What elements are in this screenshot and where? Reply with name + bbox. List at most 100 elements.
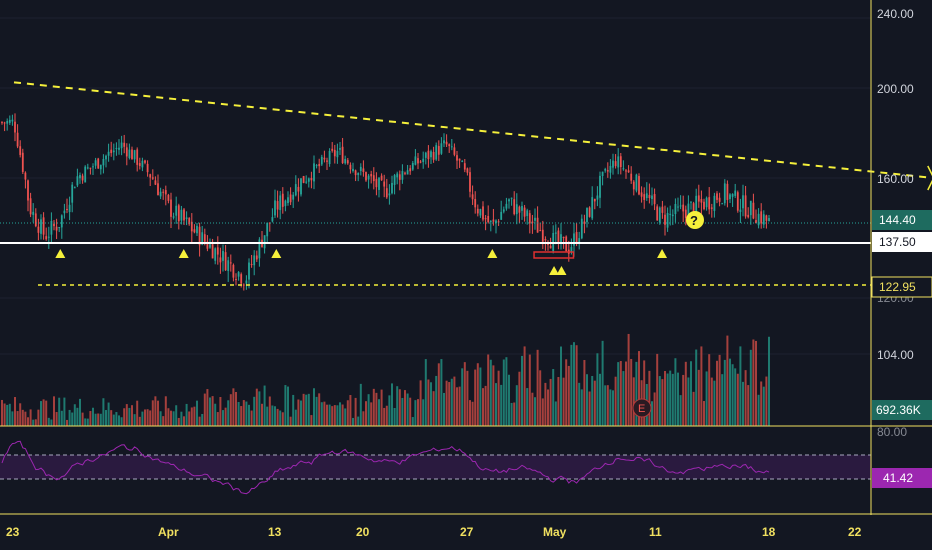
candle-body-140 xyxy=(365,172,367,181)
candle-body-53 xyxy=(138,163,141,166)
candle-body-38 xyxy=(99,164,102,170)
volume-bar-65 xyxy=(170,410,172,426)
candle-body-143 xyxy=(372,175,375,182)
candle-body-179 xyxy=(466,168,469,173)
volume-bar-94 xyxy=(245,401,248,426)
candle-body-259 xyxy=(674,203,677,215)
support-triangle-0 xyxy=(55,249,66,258)
candle-body-114 xyxy=(297,186,300,192)
volume-bar-23 xyxy=(60,410,63,426)
candle-body-274 xyxy=(713,195,716,211)
candle-body-67 xyxy=(175,205,178,216)
candle-body-23 xyxy=(60,215,63,228)
volume-bar-115 xyxy=(300,400,302,426)
volume-bar-33 xyxy=(86,418,89,426)
volume-bar-150 xyxy=(391,383,393,426)
candle-body-173 xyxy=(450,146,453,148)
volume-bar-249 xyxy=(648,370,651,426)
candle-body-98 xyxy=(255,255,258,260)
candle-body-119 xyxy=(310,178,313,181)
volume-bar-17 xyxy=(45,400,48,426)
candle-body-73 xyxy=(190,221,193,232)
candle-body-250 xyxy=(651,195,653,200)
time-axis[interactable]: 23 Apr 13 20 27 May 11 18 22 xyxy=(6,525,862,539)
question-marker[interactable]: ? xyxy=(686,211,704,229)
volume-bar-196 xyxy=(510,402,513,426)
volume-bar-21 xyxy=(55,412,58,426)
volume-bar-124 xyxy=(323,401,326,426)
volume-bar-217 xyxy=(565,359,568,426)
support-triangle-6 xyxy=(657,249,668,258)
volume-bar-232 xyxy=(604,385,607,426)
candle-body-21 xyxy=(55,226,58,231)
volume-bar-178 xyxy=(463,362,466,426)
candle-body-242 xyxy=(630,173,633,181)
candle-body-258 xyxy=(671,214,674,217)
volume-bar-16 xyxy=(42,399,45,426)
volume-bar-190 xyxy=(495,383,497,426)
volume-bar-138 xyxy=(359,383,362,426)
volume-bar-135 xyxy=(352,417,354,426)
candle-body-279 xyxy=(726,183,729,200)
volume-bar-293 xyxy=(762,386,765,426)
volume-bar-220 xyxy=(573,342,575,426)
candle-body-74 xyxy=(193,229,196,233)
candle-body-224 xyxy=(583,221,586,224)
candle-body-196 xyxy=(510,197,513,199)
volume-bar-14 xyxy=(37,409,40,426)
volume-bar-221 xyxy=(575,345,578,426)
volume-bar-76 xyxy=(198,416,201,426)
volume-bar-9 xyxy=(24,411,27,426)
volume-bar-238 xyxy=(619,361,622,426)
candle-body-16 xyxy=(42,217,45,235)
candle-body-215 xyxy=(560,234,562,243)
dashed-level-label: 122.95 xyxy=(879,280,916,294)
candle-body-264 xyxy=(687,203,690,220)
candle-body-144 xyxy=(375,178,378,188)
candle-body-176 xyxy=(458,158,461,161)
volume-bar-125 xyxy=(326,404,328,426)
volume-bar-212 xyxy=(552,369,555,426)
candle-body-112 xyxy=(292,194,295,200)
candle-body-182 xyxy=(474,199,477,208)
rsi-axis[interactable]: 80.00 41.42 xyxy=(872,425,932,488)
volume-bar-114 xyxy=(297,399,300,426)
candle-body-162 xyxy=(422,158,425,163)
volume-bar-274 xyxy=(713,380,716,426)
volume-bar-266 xyxy=(692,391,695,426)
candle-body-64 xyxy=(167,194,170,201)
candle-body-208 xyxy=(541,229,544,242)
volume-bar-20 xyxy=(53,396,55,426)
volume-bar-136 xyxy=(354,397,357,426)
candle-body-136 xyxy=(354,170,357,176)
annotations[interactable] xyxy=(0,81,932,286)
candle-body-14 xyxy=(37,226,40,233)
candle-body-189 xyxy=(492,219,495,222)
candle-body-255 xyxy=(664,214,666,225)
volume-bar-283 xyxy=(736,373,739,426)
volume-bar-77 xyxy=(201,413,204,426)
volume-bar-275 xyxy=(716,360,718,426)
volume-bar-24 xyxy=(63,397,66,426)
candle-body-207 xyxy=(539,230,542,232)
volume-bar-157 xyxy=(409,397,412,426)
price-axis[interactable]: 240.00 200.00 160.00 120.00 104.00 144.4… xyxy=(871,7,932,420)
candle-body-165 xyxy=(430,151,432,158)
candle-body-256 xyxy=(666,213,669,228)
volume-bar-47 xyxy=(123,408,126,426)
volume-bar-252 xyxy=(656,353,659,426)
earnings-marker[interactable]: E xyxy=(632,398,652,418)
candle-body-133 xyxy=(346,160,349,164)
volume-bar-259 xyxy=(674,358,677,426)
candle-body-52 xyxy=(136,149,139,165)
volume-bar-139 xyxy=(362,411,365,426)
candle-body-261 xyxy=(679,205,682,207)
volume-bar-151 xyxy=(393,407,396,426)
price-tick-104: 104.00 xyxy=(877,348,914,362)
volume-bar-141 xyxy=(367,394,370,426)
volume-bar-100 xyxy=(261,403,263,426)
candle-body-272 xyxy=(708,197,711,210)
volume-bar-93 xyxy=(242,400,245,426)
volume-bar-5 xyxy=(14,397,16,426)
